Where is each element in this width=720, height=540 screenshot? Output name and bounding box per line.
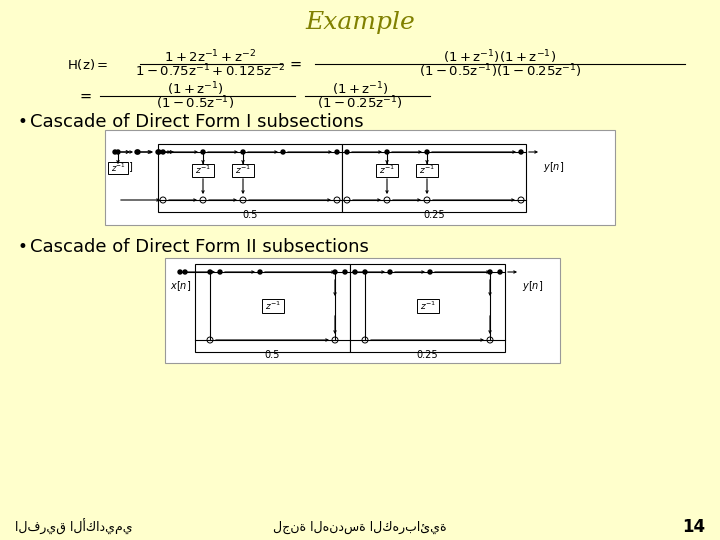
Text: $z^{-1}$: $z^{-1}$ [419,164,435,176]
Text: $=$: $=$ [287,57,302,71]
Bar [158,144,342,212]
Text: الفريق الأكاديمي: الفريق الأكاديمي [15,519,132,535]
Text: $y[n]$: $y[n]$ [522,279,543,293]
Bar [108,162,128,174]
Bar [416,299,438,313]
Circle shape [425,150,429,154]
Circle shape [388,270,392,274]
Text: $\mathsf{(1 - 0.5z^{-1})(1 - 0.25z^{-1})}$: $\mathsf{(1 - 0.5z^{-1})(1 - 0.25z^{-1})… [418,62,582,80]
Text: $z^{-1}$: $z^{-1}$ [195,164,211,176]
Text: $x[n]$: $x[n]$ [112,160,133,174]
Circle shape [498,270,502,274]
Text: $z^{-1}$: $z^{-1}$ [379,164,395,176]
Bar [350,264,505,352]
Text: •: • [18,238,28,256]
Text: 0.5: 0.5 [243,210,258,220]
Text: $=$: $=$ [77,89,93,103]
Circle shape [218,270,222,274]
Text: $\mathsf{(1 - 0.25z^{-1})}$: $\mathsf{(1 - 0.25z^{-1})}$ [317,94,403,112]
Bar [376,164,398,177]
Text: $\mathsf{1 + 2z^{-1} + z^{-2}}$: $\mathsf{1 + 2z^{-1} + z^{-2}}$ [164,49,256,65]
Text: $z^{-1}$: $z^{-1}$ [111,162,125,174]
Text: Cascade of Direct Form II subsections: Cascade of Direct Form II subsections [30,238,369,256]
Text: $\mathsf{H(z)}=$: $\mathsf{H(z)}=$ [67,57,109,71]
Circle shape [343,270,347,274]
Text: $x[n]$: $x[n]$ [170,279,191,293]
Text: لجنة الهندسة الكهربائية: لجنة الهندسة الكهربائية [273,521,447,534]
Bar [261,299,284,313]
Text: $\mathsf{1 - 0.75z^{-1} + 0.125z^{-2}}$: $\mathsf{1 - 0.75z^{-1} + 0.125z^{-2}}$ [135,63,285,79]
Bar [165,258,560,363]
Bar [192,164,214,177]
Circle shape [385,150,389,154]
Circle shape [113,150,117,154]
Text: 0.25: 0.25 [417,350,438,360]
Circle shape [363,270,367,274]
Circle shape [116,150,120,154]
Circle shape [156,150,160,154]
Text: 0.5: 0.5 [265,350,280,360]
Circle shape [135,150,139,154]
Circle shape [208,270,212,274]
Text: Example: Example [305,10,415,33]
Circle shape [281,150,285,154]
Text: $\mathsf{(1 + z^{-1})}$: $\mathsf{(1 + z^{-1})}$ [331,80,389,98]
Bar [342,144,526,212]
Circle shape [519,150,523,154]
Circle shape [335,150,339,154]
Bar [195,264,350,352]
Circle shape [161,150,165,154]
Circle shape [183,270,187,274]
Circle shape [136,150,140,154]
Text: 14: 14 [682,518,705,536]
Circle shape [333,270,337,274]
Circle shape [178,270,182,274]
Circle shape [353,270,357,274]
Circle shape [428,270,432,274]
Circle shape [345,150,349,154]
Circle shape [488,270,492,274]
Text: $z^{-1}$: $z^{-1}$ [235,164,251,176]
Text: Cascade of Direct Form I subsections: Cascade of Direct Form I subsections [30,113,364,131]
Circle shape [201,150,205,154]
Bar [416,164,438,177]
Circle shape [258,270,262,274]
Text: $y[n]$: $y[n]$ [543,160,564,174]
Text: $z^{-1}$: $z^{-1}$ [264,300,281,312]
Text: 0.25: 0.25 [423,210,445,220]
Bar [232,164,254,177]
Circle shape [157,150,161,154]
Text: $\mathsf{(1 + z^{-1})}$: $\mathsf{(1 + z^{-1})}$ [166,80,223,98]
Text: $z^{-1}$: $z^{-1}$ [420,300,436,312]
Text: $\mathsf{(1 - 0.5z^{-1})}$: $\mathsf{(1 - 0.5z^{-1})}$ [156,94,234,112]
Text: $\mathsf{(1 + z^{-1})(1 + z^{-1})}$: $\mathsf{(1 + z^{-1})(1 + z^{-1})}$ [444,48,557,66]
Bar [105,130,615,225]
Circle shape [241,150,245,154]
Text: •: • [18,113,28,131]
